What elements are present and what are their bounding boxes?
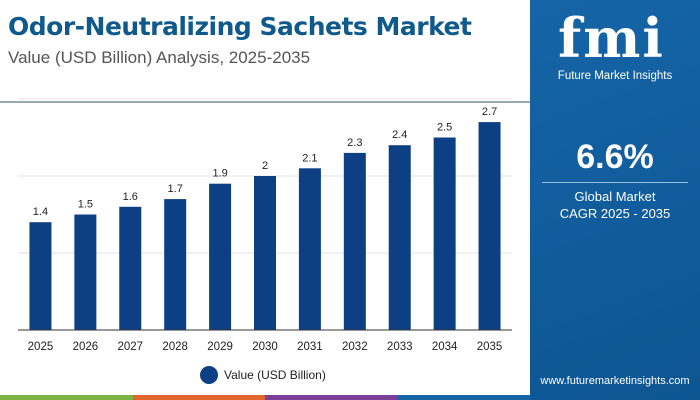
data-label: 2.1 <box>302 152 317 164</box>
x-tick-label: 2027 <box>117 341 143 353</box>
bar <box>29 222 52 330</box>
x-tick-label: 2031 <box>297 341 323 353</box>
bar <box>74 214 97 330</box>
x-tick-label: 2025 <box>28 341 54 353</box>
bar <box>209 183 232 330</box>
bar <box>254 176 276 330</box>
data-label: 1.5 <box>78 199 93 211</box>
cagr-label-line1: Global Market <box>574 189 656 204</box>
data-label: 2 <box>262 160 268 172</box>
bar <box>433 137 456 330</box>
x-tick-label: 2026 <box>73 341 99 353</box>
data-label: 1.6 <box>123 191 138 203</box>
fmi-logo: fmi <box>558 6 665 70</box>
data-label: 1.4 <box>33 206 48 218</box>
x-tick-label: 2033 <box>387 341 413 353</box>
legend-swatch <box>200 366 218 384</box>
header-divider <box>0 101 530 103</box>
color-stripe <box>0 395 530 400</box>
chart-subtitle: Value (USD Billion) Analysis, 2025-2035 <box>8 48 311 67</box>
bar <box>119 206 142 330</box>
bar <box>343 152 366 330</box>
bar <box>298 168 321 330</box>
cagr-label-line2: CAGR 2025 - 2035 <box>559 206 671 221</box>
x-tick-label: 2029 <box>207 341 233 353</box>
logo-caption: Future Market Insights <box>557 70 673 82</box>
bar-chart: 1.4 2025 1.5 2026 1.6 2027 1.7 2028 1.9 2029 2 2030… <box>18 98 512 353</box>
x-tick-label: 2035 <box>477 341 503 353</box>
data-label: 2.5 <box>437 122 452 134</box>
x-tick-label: 2034 <box>432 341 458 353</box>
chart-title: Odor-Neutralizing Sachets Market <box>8 12 472 41</box>
cagr-divider <box>542 182 688 183</box>
data-label: 1.7 <box>168 183 183 195</box>
website-link[interactable]: www.futuremarketinsights.com <box>540 375 690 387</box>
data-label: 2.4 <box>392 129 407 141</box>
x-tick-label: 2032 <box>342 341 368 353</box>
x-tick-label: 2028 <box>162 341 188 353</box>
legend-label: Value (USD Billion) <box>224 368 326 382</box>
data-label: 2.3 <box>347 137 362 149</box>
bar <box>164 199 187 330</box>
cagr-value: 6.6% <box>576 138 654 176</box>
info-panel: fmi Future Market Insights 6.6% Global M… <box>530 0 700 400</box>
legend: Value (USD Billion) <box>200 366 326 384</box>
bar <box>388 145 411 330</box>
data-label: 1.9 <box>212 168 227 180</box>
cagr-label: Global Market CAGR 2025 - 2035 <box>530 188 700 222</box>
x-tick-label: 2030 <box>252 341 278 353</box>
bar <box>478 122 501 330</box>
data-label: 2.7 <box>482 106 497 118</box>
